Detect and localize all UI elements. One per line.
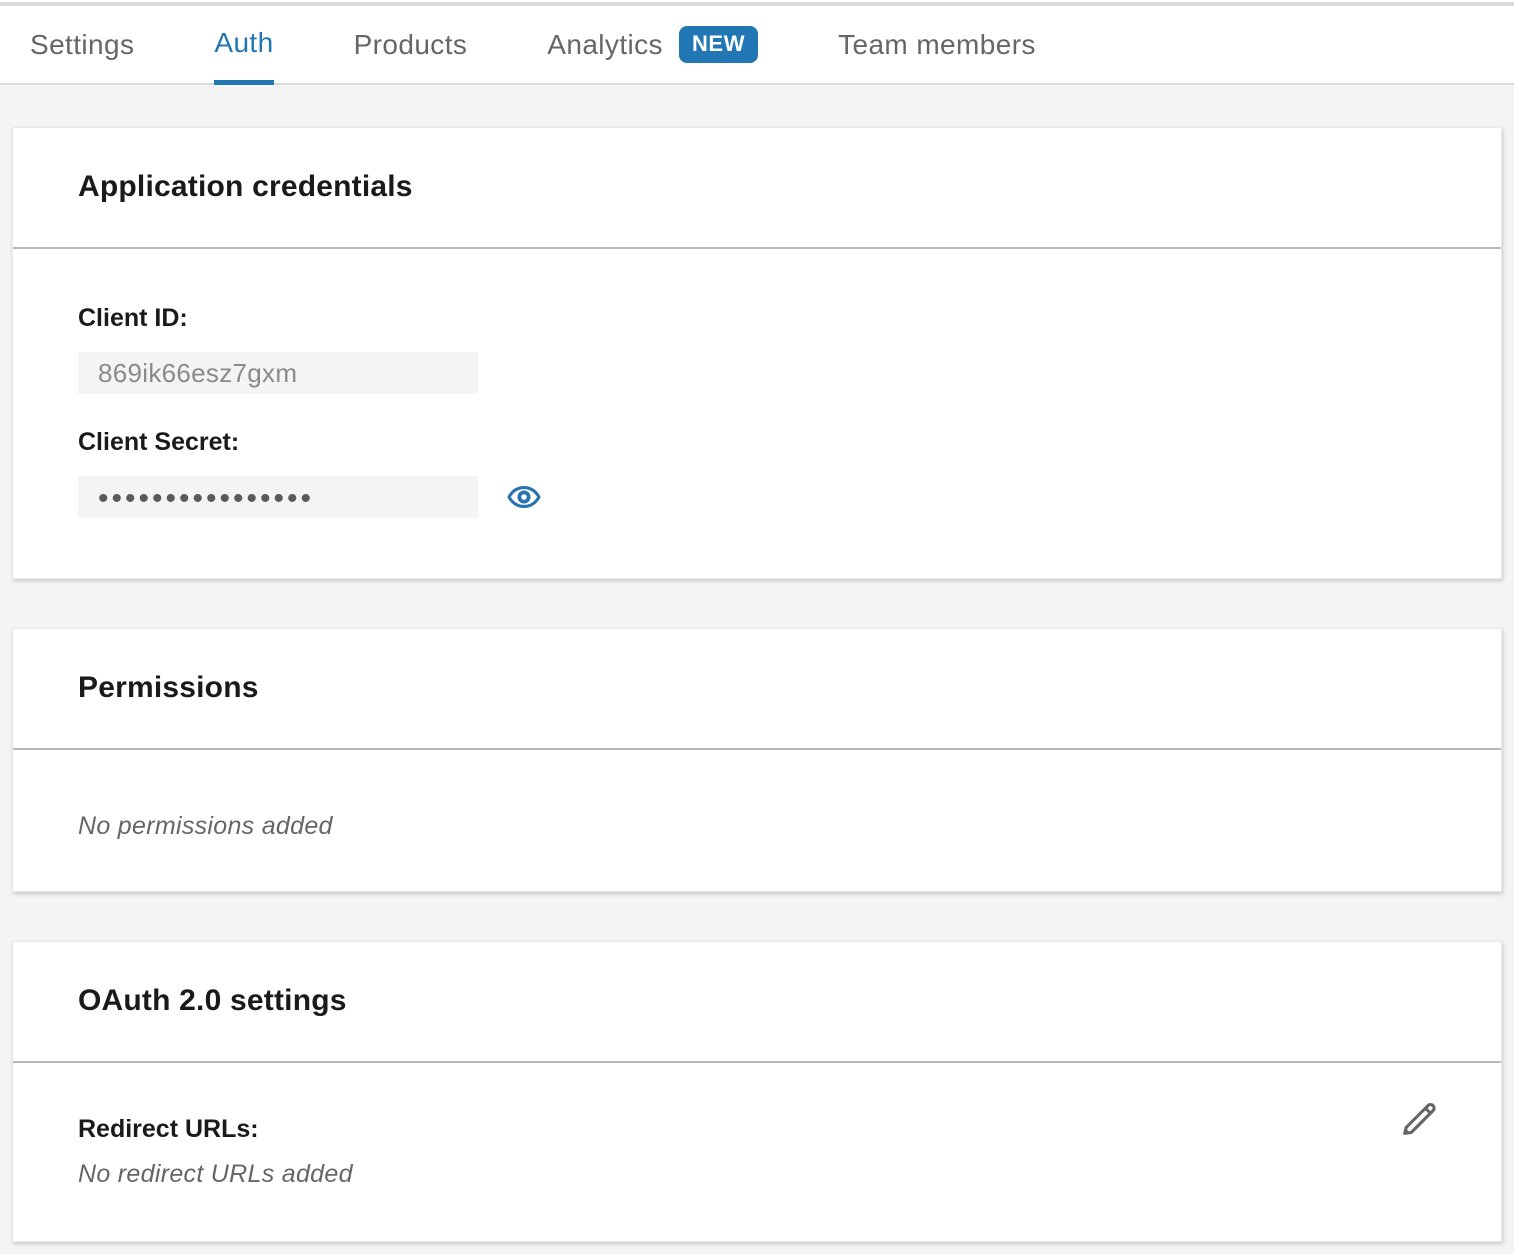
tab-bar: Settings Auth Products Analytics NEW Tea… bbox=[0, 6, 1514, 85]
client-id-field[interactable]: 869ik66esz7gxm bbox=[78, 352, 478, 394]
oauth-settings-body: Redirect URLs: No redirect URLs added bbox=[13, 1063, 1501, 1241]
tab-products[interactable]: Products bbox=[354, 6, 468, 83]
permissions-header: Permissions bbox=[13, 629, 1501, 750]
tab-settings[interactable]: Settings bbox=[30, 6, 134, 83]
application-credentials-body: Client ID: 869ik66esz7gxm Client Secret:… bbox=[13, 304, 1501, 578]
tab-analytics-label: Analytics bbox=[547, 28, 663, 60]
tab-team-members[interactable]: Team members bbox=[838, 6, 1036, 83]
client-secret-label: Client Secret: bbox=[78, 428, 240, 456]
top-divider-line bbox=[0, 2, 1514, 6]
edit-redirect-urls-button[interactable] bbox=[1397, 1097, 1441, 1141]
top-strip bbox=[0, 0, 1514, 2]
eye-icon bbox=[506, 479, 542, 515]
page-header: Settings Auth Products Analytics NEW Tea… bbox=[0, 0, 1514, 85]
tab-analytics[interactable]: Analytics NEW bbox=[547, 6, 759, 83]
application-credentials-title: Application credentials bbox=[78, 170, 413, 203]
no-redirect-urls-text: No redirect URLs added bbox=[78, 1160, 353, 1188]
reveal-secret-button[interactable] bbox=[506, 479, 542, 515]
tab-auth-label: Auth bbox=[214, 27, 274, 58]
permissions-card: Permissions No permissions added bbox=[12, 628, 1502, 892]
no-permissions-text: No permissions added bbox=[78, 812, 333, 840]
client-id-label: Client ID: bbox=[78, 304, 188, 332]
pencil-icon bbox=[1397, 1097, 1441, 1141]
main-content: Application credentials Client ID: 869ik… bbox=[0, 85, 1514, 1254]
tab-auth[interactable]: Auth bbox=[214, 6, 274, 85]
tab-products-label: Products bbox=[353, 28, 468, 60]
tab-team-members-label: Team members bbox=[838, 28, 1036, 60]
oauth-settings-title: OAuth 2.0 settings bbox=[78, 984, 347, 1017]
client-secret-field[interactable]: •••••••••••••••• bbox=[78, 476, 478, 518]
oauth-settings-header: OAuth 2.0 settings bbox=[13, 942, 1501, 1063]
oauth-settings-card: OAuth 2.0 settings Redirect URLs: No red… bbox=[12, 941, 1502, 1242]
permissions-body: No permissions added bbox=[13, 750, 1501, 891]
tab-settings-label: Settings bbox=[30, 28, 135, 60]
new-badge: NEW bbox=[678, 26, 759, 63]
redirect-urls-label: Redirect URLs: bbox=[78, 1115, 259, 1143]
permissions-title: Permissions bbox=[78, 671, 259, 704]
application-credentials-header: Application credentials bbox=[13, 128, 1501, 249]
client-secret-row: •••••••••••••••• bbox=[78, 476, 1436, 518]
application-credentials-card: Application credentials Client ID: 869ik… bbox=[12, 127, 1502, 579]
